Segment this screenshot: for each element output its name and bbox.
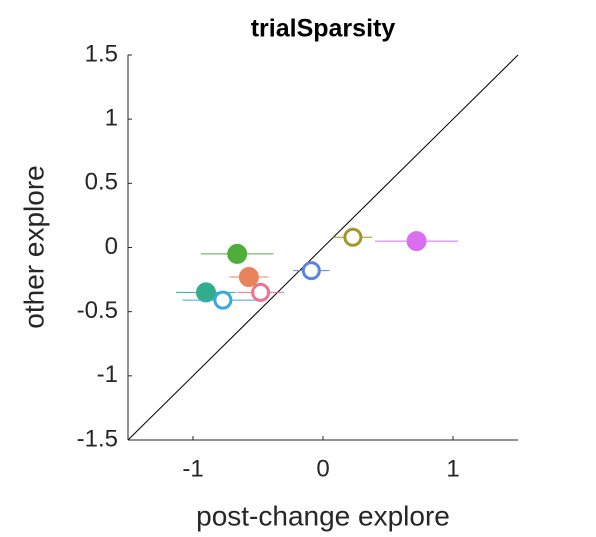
x-tick-label: 0 [316, 455, 329, 482]
y-tick-label: 0 [105, 233, 118, 260]
y-tick-label: -1.5 [77, 425, 118, 452]
x-tick-label: 1 [446, 455, 459, 482]
y-tick-label: 1.5 [85, 40, 118, 67]
point [238, 267, 259, 288]
y-tick-label: -1 [97, 361, 118, 388]
point [227, 243, 248, 264]
point [213, 290, 233, 310]
y-axis-label: other explore [18, 165, 49, 328]
point [406, 231, 427, 252]
y-tick-label: 0.5 [85, 169, 118, 196]
x-tick-label: -1 [182, 455, 203, 482]
point [196, 282, 216, 303]
point [343, 227, 363, 247]
point [251, 282, 271, 302]
point [301, 261, 321, 281]
identity-line [127, 54, 519, 441]
chart-title: trialSparsity [251, 15, 396, 43]
x-axis-label: post-change explore [196, 500, 450, 531]
y-tick-label: -0.5 [77, 297, 118, 324]
y-tick-label: 1 [105, 105, 118, 132]
